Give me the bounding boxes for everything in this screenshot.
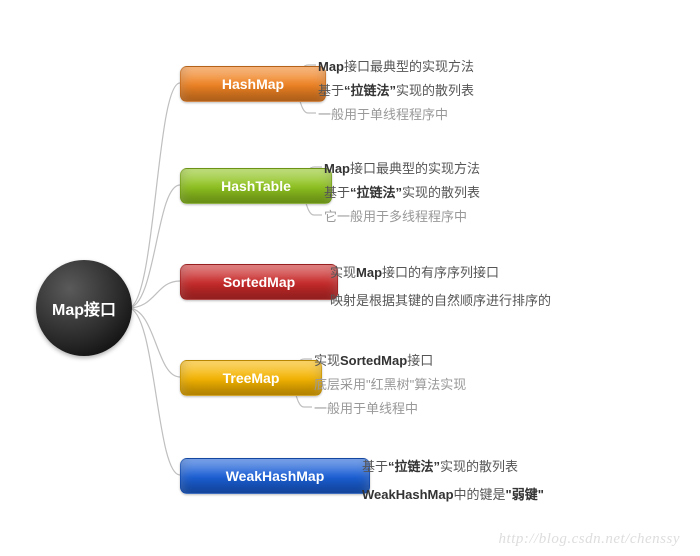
node-sortedmap-label: SortedMap bbox=[223, 274, 295, 290]
desc-treemap-1: 底层采用"红黑树"算法实现 bbox=[314, 374, 466, 393]
root-node: Map接口 bbox=[36, 260, 132, 356]
desc-hashmap-2: 一般用于单线程程序中 bbox=[318, 104, 448, 123]
node-weakhashmap: WeakHashMap bbox=[180, 458, 370, 494]
node-sortedmap: SortedMap bbox=[180, 264, 338, 300]
node-hashmap-label: HashMap bbox=[222, 76, 284, 92]
desc-sortedmap-1: 映射是根据其键的自然顺序进行排序的 bbox=[330, 290, 551, 309]
desc-treemap-2: 一般用于单线程中 bbox=[314, 398, 418, 417]
node-hashtable: HashTable bbox=[180, 168, 332, 204]
node-hashmap: HashMap bbox=[180, 66, 326, 102]
desc-hashmap-1: 基于“拉链法”实现的散列表 bbox=[318, 80, 474, 99]
node-weakhashmap-label: WeakHashMap bbox=[226, 468, 325, 484]
desc-hashtable-2: 它一般用于多线程程序中 bbox=[324, 206, 467, 225]
desc-hashtable-0: Map接口最典型的实现方法 bbox=[324, 158, 480, 177]
desc-hashmap-0: Map接口最典型的实现方法 bbox=[318, 56, 474, 75]
node-treemap-label: TreeMap bbox=[223, 370, 280, 386]
desc-weakhashmap-0: 基于“拉链法”实现的散列表 bbox=[362, 456, 518, 475]
node-treemap: TreeMap bbox=[180, 360, 322, 396]
desc-weakhashmap-1: WeakHashMap中的键是"弱键" bbox=[362, 484, 544, 503]
desc-sortedmap-0: 实现Map接口的有序序列接口 bbox=[330, 262, 499, 281]
desc-hashtable-1: 基于“拉链法”实现的散列表 bbox=[324, 182, 480, 201]
root-label: Map接口 bbox=[52, 296, 116, 320]
watermark: http://blog.csdn.net/chenssy bbox=[499, 531, 680, 548]
node-hashtable-label: HashTable bbox=[221, 178, 291, 194]
desc-treemap-0: 实现SortedMap接口 bbox=[314, 350, 433, 369]
